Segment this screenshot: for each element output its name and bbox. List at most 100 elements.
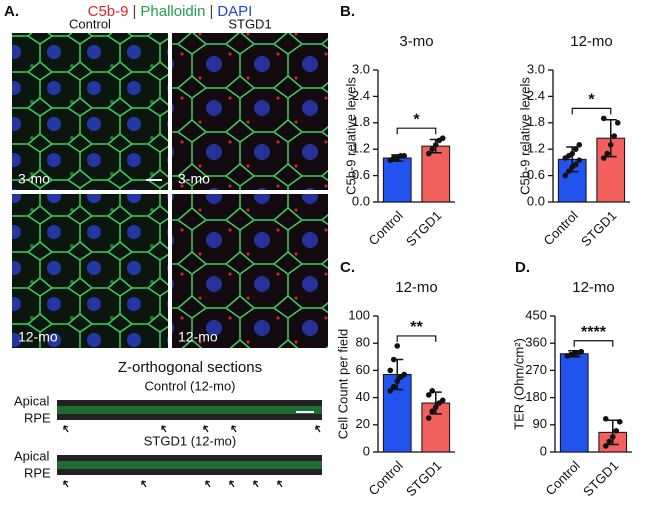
data-point [602, 415, 609, 422]
y-tick-label: 0.0 [352, 193, 370, 208]
x-tick-label: STGD1 [580, 458, 621, 499]
y-tick-label: 90 [533, 416, 547, 431]
separator: | [209, 3, 213, 20]
significance-bracket [573, 340, 614, 347]
image [12, 194, 168, 348]
data-point [600, 115, 607, 122]
data-point [390, 356, 397, 363]
x-tick-label: STGD1 [403, 458, 444, 499]
data-point [572, 146, 579, 152]
y-axis-label: C5b-9 relative levels [343, 77, 358, 195]
chart-title: 3-mo [399, 33, 433, 50]
data-point [429, 146, 436, 152]
image-label: 12-mo [178, 329, 218, 345]
panel-label: D. [515, 259, 530, 276]
x-tick-label: Control [366, 458, 406, 498]
data-point [614, 120, 621, 126]
layer-label: Apical [14, 393, 50, 408]
image-label: 3-mo [18, 171, 50, 187]
data-point [611, 133, 618, 139]
y-tick-label: 40 [356, 389, 370, 404]
data-point [432, 142, 439, 148]
data-point [439, 135, 446, 141]
significance-label: ** [410, 319, 423, 336]
data-point [576, 157, 583, 163]
y-tick-label: 2.4 [527, 88, 545, 103]
data-point [439, 397, 446, 404]
panel-label: A. [4, 3, 19, 20]
data-point [432, 404, 439, 410]
y-axis-label: Cell Count per field [335, 329, 350, 440]
y-tick-label: 100 [348, 307, 370, 322]
data-point [600, 155, 607, 161]
y-tick-label: 2.4 [352, 88, 370, 103]
separator: | [132, 3, 136, 20]
bar [559, 353, 589, 453]
y-tick-label: 360 [525, 335, 547, 350]
data-point [609, 434, 616, 440]
data-point [565, 168, 572, 174]
section-subtitle: STGD1 (12-mo) [144, 433, 236, 448]
y-tick-label: 0.6 [527, 167, 545, 182]
image [12, 33, 168, 190]
y-tick-label: 20 [356, 416, 370, 431]
x-tick-label: STGD1 [403, 208, 444, 249]
data-point [387, 388, 394, 394]
data-point [562, 172, 569, 179]
stain-name: C5b-9 [88, 3, 129, 20]
y-tick-label: 450 [525, 307, 547, 322]
chart-title: 12-mo [572, 279, 615, 296]
data-point [607, 142, 614, 148]
y-tick-label: 0 [363, 443, 370, 458]
section-layer [57, 406, 322, 414]
layer-label: RPE [24, 410, 51, 425]
data-point [401, 153, 408, 159]
data-point [602, 443, 609, 449]
x-tick-label: Control [543, 458, 583, 498]
significance-label: * [588, 92, 595, 109]
significance-label: * [413, 111, 420, 128]
data-point [425, 392, 432, 398]
data-point [401, 371, 408, 378]
y-tick-label: 80 [356, 335, 370, 350]
column-label: STGD1 [228, 16, 271, 31]
data-point [429, 388, 436, 394]
section-subtitle: Control (12-mo) [144, 378, 235, 393]
data-point [394, 343, 401, 349]
x-tick-label: STGD1 [578, 208, 619, 249]
y-tick-label: 3.0 [527, 61, 545, 76]
data-point [569, 150, 576, 157]
data-point [576, 142, 583, 148]
data-point [616, 418, 623, 425]
x-tick-label: Control [366, 208, 406, 248]
y-tick-label: 1.8 [527, 114, 545, 129]
layer-label: RPE [24, 465, 51, 480]
microscopy [12, 33, 328, 475]
y-tick-label: 0.0 [527, 193, 545, 208]
significance-bracket [396, 335, 437, 342]
chart-title: 12-mo [395, 279, 438, 296]
stain-name: Phalloidin [140, 3, 205, 20]
image-label: 3-mo [178, 171, 210, 187]
column-label: Control [69, 16, 111, 31]
image [172, 194, 328, 348]
panel-label: B. [340, 3, 355, 20]
image-label: 12-mo [18, 329, 58, 345]
panel-label: C. [340, 259, 355, 276]
chart-title: 12-mo [570, 33, 613, 50]
data-point [578, 348, 585, 355]
significance-bracket [571, 107, 612, 115]
y-tick-label: 180 [525, 389, 547, 404]
image [172, 33, 328, 190]
y-axis-label: TER (Ohm/cm²) [511, 338, 526, 430]
arrows [63, 425, 321, 488]
data-point [606, 438, 613, 445]
data-point [425, 150, 432, 157]
data-point [387, 367, 394, 374]
y-axis-label: C5b-9 relative levels [517, 77, 532, 195]
x-tick-label: Control [541, 208, 581, 248]
y-tick-label: 0.6 [352, 167, 370, 182]
y-tick-label: 1.8 [352, 114, 370, 129]
y-tick-label: 1.2 [527, 141, 545, 156]
